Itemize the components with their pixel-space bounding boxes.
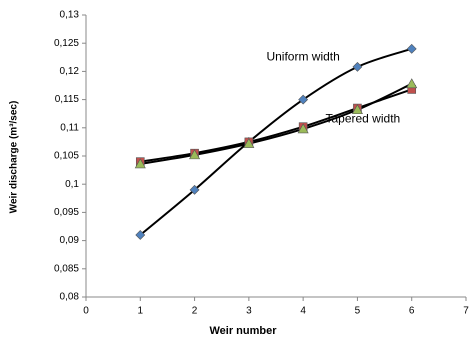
y-tick-label: 0,105 [54,151,79,162]
triangle-marker [134,158,146,169]
y-tick-label: 0,085 [54,263,79,274]
diamond-marker [352,61,363,72]
triangle-marker [243,137,255,148]
x-tick-label: 1 [138,306,144,317]
x-tick-label: 2 [192,306,198,317]
triangle-marker [406,78,418,89]
y-tick-label: 0,095 [54,207,79,218]
x-tick-label: 5 [355,306,361,317]
y-tick-label: 0,125 [54,38,79,49]
x-axis-label: Weir number [209,325,277,337]
y-tick-label: 0,09 [60,235,80,246]
x-tick-label: 7 [463,306,469,317]
x-tick-label: 6 [409,306,415,317]
y-tick-label: 0,12 [60,66,80,77]
series-line [140,88,413,163]
y-tick-label: 0,1 [65,179,79,190]
y-tick-label: 0,115 [55,94,80,105]
diamond-marker [189,184,200,195]
y-tick-label: 0,08 [60,292,80,303]
x-tick-label: 4 [300,306,306,317]
triangle-marker [297,123,309,134]
y-axis-label: Weir discharge (m³/sec) [9,101,20,214]
x-tick-label: 0 [83,306,89,317]
diamond-marker [298,94,309,105]
annotation: Uniform width [266,49,339,63]
series-line [140,82,413,165]
triangle-marker [189,149,201,160]
diamond-marker [135,230,146,240]
y-tick-label: 0,13 [60,10,80,21]
triangle-marker [351,104,363,115]
series-line [139,47,413,236]
diamond-marker [406,43,417,54]
x-tick-label: 3 [246,306,252,317]
annotation: Tapered width [325,112,400,126]
y-tick-label: 0,11 [60,122,79,133]
